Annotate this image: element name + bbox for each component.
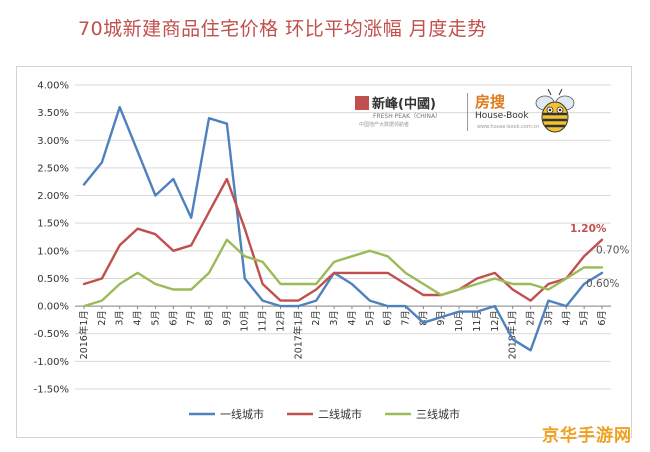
y-tick-label: 3.00% [37, 136, 69, 147]
y-tick-label: -0.50% [34, 329, 69, 340]
x-tick-label: 12月 [275, 310, 286, 332]
fresh-peak-english: FRESH PEAK（CHINA） [373, 113, 442, 120]
x-tick-label: 8月 [418, 310, 429, 326]
x-tick-label: 12月 [490, 310, 501, 332]
x-tick-label: 10月 [240, 310, 251, 332]
fresh-peak-mark-icon [355, 96, 369, 110]
x-tick-label: 2月 [526, 310, 537, 326]
series-line [82, 177, 604, 302]
series-line [82, 238, 604, 308]
x-tick-label: 5月 [579, 310, 590, 326]
x-tick-label: 6月 [383, 310, 394, 326]
house-book-url: www.house-book.com.cn [477, 124, 540, 130]
chart-area: 4.00% 3.50% 3.00% 2.50% 2.00% 1.50% 1.00% 0.50%… [16, 66, 632, 438]
x-tick-label: 3月 [543, 310, 554, 326]
x-tick-label: 3月 [329, 310, 340, 326]
fresh-peak-tagline: 中国地产大数据领航者 [359, 122, 410, 128]
x-tick-label: 2017年1月 [292, 310, 304, 359]
series-line [82, 105, 604, 352]
x-tick-label: 3月 [115, 310, 126, 326]
legend-label: 三线城市 [416, 407, 460, 421]
x-tick-label: 7月 [186, 310, 197, 326]
x-tick-label: 8月 [204, 310, 215, 326]
watermark: 京华手游网 [542, 426, 632, 446]
chart-title: 70城新建商品住宅价格 环比平均涨幅 月度走势 [78, 18, 487, 40]
x-tick-label: 2018年1月 [507, 310, 519, 359]
x-tick-label: 2月 [97, 310, 108, 326]
x-tick-label: 2月 [311, 310, 322, 326]
bee-mascot-icon [535, 88, 575, 133]
house-book-name: 房搜 [475, 93, 506, 111]
x-tick-label: 4月 [347, 310, 358, 326]
x-tick-label: 9月 [222, 310, 233, 326]
x-tick-label: 10月 [454, 310, 465, 332]
house-book-english: House-Book [475, 111, 529, 121]
data-label: 0.70% [596, 244, 629, 256]
y-tick-label: 2.50% [37, 163, 69, 174]
y-tick-label: 4.00% [37, 81, 69, 92]
y-tick-label: -1.50% [34, 385, 69, 396]
x-tick-label: 4月 [561, 310, 572, 326]
data-label: 0.60% [586, 278, 619, 290]
legend-label: 一线城市 [220, 407, 264, 421]
y-tick-label: 1.00% [37, 246, 69, 257]
x-tick-label: 6月 [597, 310, 608, 326]
line-chart: 4.00% 3.50% 3.00% 2.50% 2.00% 1.50% 1.00% 0.50%… [34, 81, 630, 422]
x-tick-label: 11月 [472, 310, 483, 332]
logo-divider [467, 93, 468, 131]
x-tick-label: 11月 [258, 310, 269, 332]
x-tick-label: 5月 [365, 310, 376, 326]
data-label: 1.20% [570, 223, 607, 235]
x-tick-label: 4月 [133, 310, 144, 326]
brand-logo: 新峰(中國) FRESH PEAK（CHINA） 中国地产大数据领航者 房搜 H… [355, 87, 585, 139]
y-tick-label: 0.00% [37, 302, 69, 313]
x-tick-label: 5月 [150, 310, 161, 326]
y-tick-label: 2.00% [37, 191, 69, 202]
x-tick-label: 7月 [401, 310, 412, 326]
y-tick-label: 1.50% [37, 219, 69, 230]
fresh-peak-logo: 新峰(中國) [355, 93, 436, 112]
y-tick-label: 0.50% [37, 274, 69, 285]
fresh-peak-name: 新峰(中國) [372, 97, 436, 112]
x-tick-label: 6月 [168, 310, 179, 326]
y-tick-label: -1.00% [34, 357, 69, 368]
x-tick-label: 2016年1月 [78, 310, 90, 359]
legend-label: 二线城市 [318, 407, 362, 421]
y-tick-label: 3.50% [37, 108, 69, 119]
